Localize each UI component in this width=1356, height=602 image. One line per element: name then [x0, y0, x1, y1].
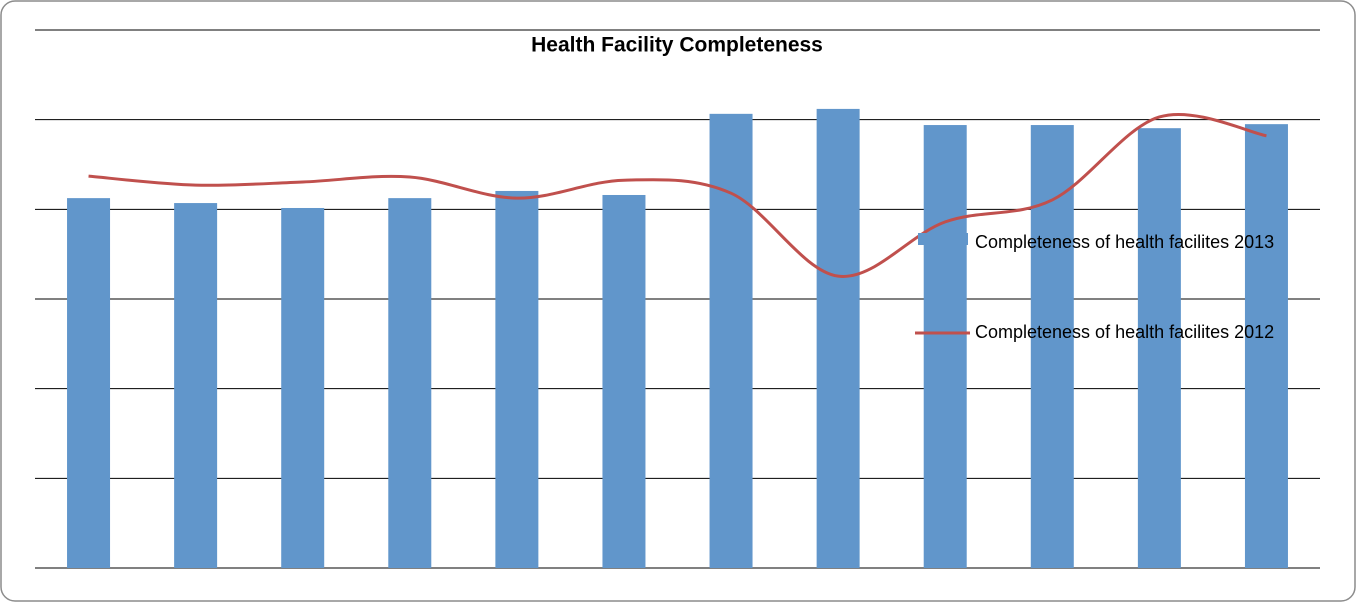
- legend-label: Completeness of health facilites 2012: [975, 322, 1275, 342]
- bar: [281, 207, 325, 568]
- chart-title: Health Facility Completeness: [531, 34, 823, 57]
- legend-label: Completeness of health facilites 2013: [975, 232, 1275, 252]
- bar: [602, 194, 646, 568]
- bar: [816, 108, 860, 568]
- line: [88, 112, 1267, 278]
- bar: [495, 190, 539, 568]
- bar: [923, 125, 967, 569]
- bar: [67, 198, 111, 568]
- legend-swatch: [918, 233, 968, 245]
- bar: [1137, 128, 1181, 568]
- bar: [388, 198, 432, 568]
- bar: [174, 203, 218, 568]
- bar: [1244, 124, 1288, 569]
- bar: [709, 113, 753, 569]
